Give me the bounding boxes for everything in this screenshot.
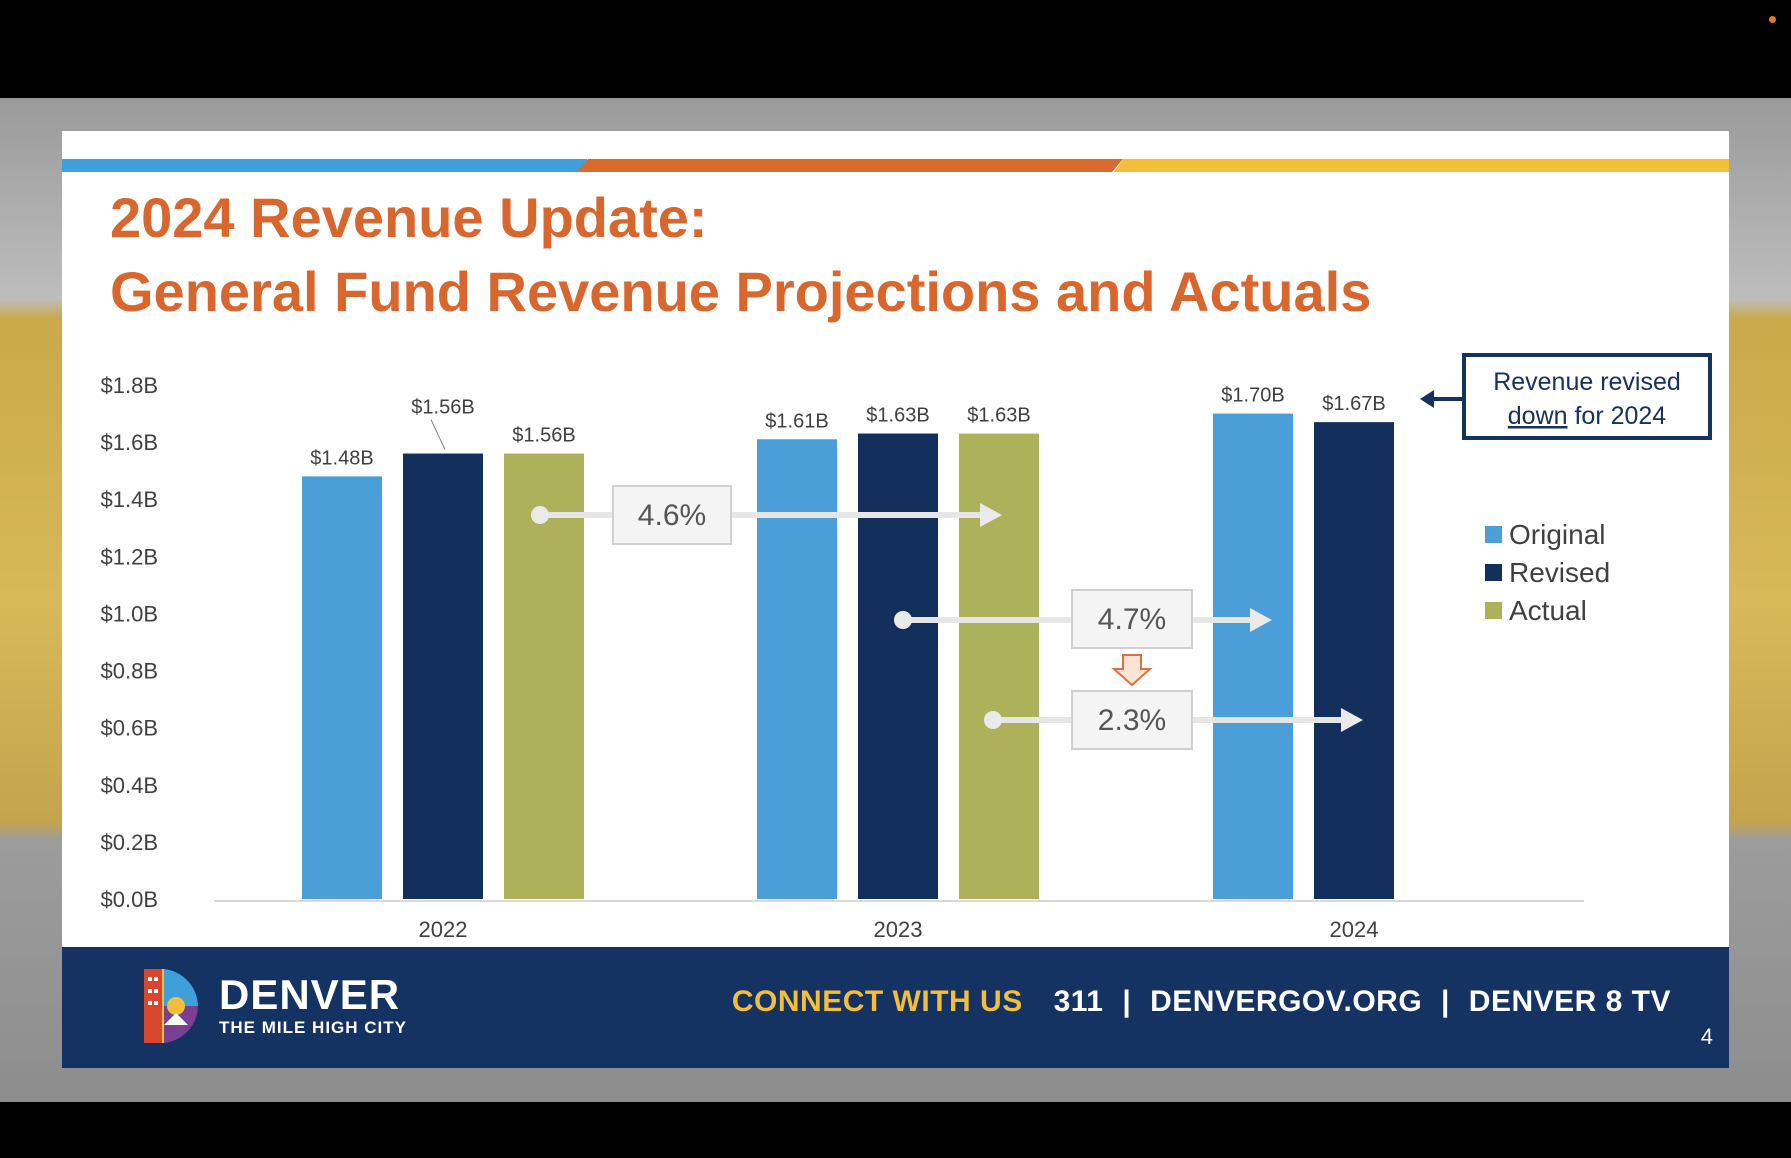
- bar-revised-2024: [1314, 422, 1394, 899]
- bar-actual-2022: [504, 453, 584, 899]
- legend-label-original: Original: [1509, 519, 1605, 550]
- brand-tagline: THE MILE HIGH CITY: [219, 1018, 407, 1037]
- growth-arrow-head: [980, 503, 1002, 527]
- y-tick-label: $0.2B: [101, 830, 159, 855]
- callout-line1: Revenue revised: [1493, 368, 1681, 396]
- slide-title-line2: General Fund Revenue Projections and Act…: [110, 260, 1372, 323]
- growth-arrow-start: [531, 506, 549, 524]
- y-tick-label: $0.4B: [101, 773, 159, 798]
- bar-data-label: $1.63B: [967, 405, 1030, 427]
- connect-with-us: CONNECT WITH US 311 | DENVERGOV.ORG | DE…: [732, 985, 1671, 1019]
- growth-annotations: 4.6% 4.7% 2.3%: [531, 485, 1363, 750]
- contact-tv: DENVER 8 TV: [1468, 985, 1671, 1018]
- connect-label: CONNECT WITH US: [731, 985, 1023, 1018]
- contact-separator: |: [1122, 985, 1132, 1018]
- brand: DENVER THE MILE HIGH CITY: [219, 973, 407, 1039]
- x-tick-label: 2022: [419, 917, 468, 942]
- label-leader-line: [430, 419, 446, 450]
- growth-arrow-head: [1341, 708, 1363, 732]
- growth-rate-box: [612, 485, 732, 545]
- legend-swatch-revised: [1485, 564, 1502, 581]
- legend-label-revised: Revised: [1509, 557, 1610, 588]
- bar-labels-group: $1.48B $1.56B $1.56B $1.61B $1.63B $1.63B $1.7…: [310, 385, 1385, 470]
- x-tick-label: 2024: [1330, 917, 1379, 942]
- bar-data-label: $1.56B: [512, 425, 575, 447]
- bar-original-2023: [757, 439, 837, 899]
- growth-annotation-2022-2023: 4.6%: [638, 499, 706, 532]
- y-tick-label: $0.0B: [101, 887, 159, 912]
- legend-swatch-actual: [1485, 602, 1502, 619]
- revenue-bar-chart: $0.0B $0.2B $0.4B $0.6B $0.8B $1.0B $1.2B $1.4B…: [101, 353, 1712, 942]
- y-tick-label: $1.2B: [101, 544, 159, 569]
- growth-rate-box: [1071, 589, 1193, 649]
- y-axis: $0.0B $0.2B $0.4B $0.6B $0.8B $1.0B $1.2B $1.4B…: [101, 373, 159, 912]
- growth-arrow-start: [894, 611, 912, 629]
- contact-website: DENVERGOV.ORG: [1150, 985, 1423, 1018]
- bar-revised-2023: [858, 433, 938, 899]
- bar-data-label: $1.48B: [310, 447, 373, 469]
- bar-revised-2022: [403, 453, 483, 899]
- y-tick-label: $1.4B: [101, 487, 159, 512]
- callout-line2: down for 2024: [1508, 402, 1667, 430]
- growth-annotation-revised: 2.3%: [1098, 704, 1166, 737]
- revision-callout: Revenue revised down for 2024: [1420, 353, 1712, 440]
- header-stripe-orange: [577, 159, 1123, 172]
- bars-group: [302, 413, 1394, 899]
- chart-legend: Original Revised Actual: [1485, 519, 1610, 626]
- slide-title: 2024 Revenue Update: General Fund Revenu…: [110, 181, 1371, 329]
- y-tick-label: $1.0B: [101, 601, 159, 626]
- growth-arrow-start: [984, 711, 1002, 729]
- y-tick-label: $1.8B: [101, 373, 159, 398]
- bar-original-2022: [302, 476, 382, 899]
- bar-actual-2023: [959, 433, 1039, 899]
- legend-swatch-original: [1485, 526, 1502, 543]
- denver-logo-icon: [144, 969, 198, 1043]
- legend-label-actual: Actual: [1509, 595, 1587, 626]
- contact-311: 311: [1053, 985, 1104, 1018]
- header-stripe-blue: [62, 159, 587, 172]
- header-stripe-yellow: [1114, 159, 1729, 172]
- bar-data-label: $1.70B: [1221, 385, 1284, 407]
- contact-separator: |: [1441, 985, 1450, 1018]
- y-tick-label: $0.6B: [101, 716, 159, 741]
- callout-line2-rest: for 2024: [1568, 402, 1667, 430]
- x-tick-label: 2023: [874, 917, 923, 942]
- y-tick-label: $1.6B: [101, 430, 159, 455]
- callout-underlined-word: down: [1508, 402, 1568, 430]
- callout-box: [1462, 353, 1712, 440]
- growth-rate-box: [1071, 690, 1193, 750]
- bar-data-label: $1.61B: [765, 410, 828, 432]
- bar-original-2024: [1213, 413, 1293, 899]
- bar-data-label: $1.63B: [866, 405, 929, 427]
- y-tick-label: $0.8B: [101, 659, 159, 684]
- down-arrow-icon: [1111, 654, 1153, 687]
- status-dot: [1769, 16, 1776, 23]
- growth-arrow-head: [1250, 608, 1272, 632]
- growth-annotation-original: 4.7%: [1098, 603, 1166, 636]
- slide: 2024 Revenue Update: General Fund Revenu…: [62, 131, 1729, 1068]
- page-number: 4: [1700, 1024, 1713, 1049]
- bar-data-label: $1.56B: [411, 397, 474, 419]
- brand-name: DENVER: [219, 971, 401, 1018]
- bar-data-label: $1.67B: [1322, 393, 1385, 415]
- slide-title-line1: 2024 Revenue Update:: [110, 186, 708, 249]
- x-axis: 2022 2023 2024: [419, 917, 1379, 942]
- footer-bar: DENVER THE MILE HIGH CITY CONNECT WITH U…: [62, 947, 1729, 1068]
- callout-pointer-head: [1420, 390, 1434, 408]
